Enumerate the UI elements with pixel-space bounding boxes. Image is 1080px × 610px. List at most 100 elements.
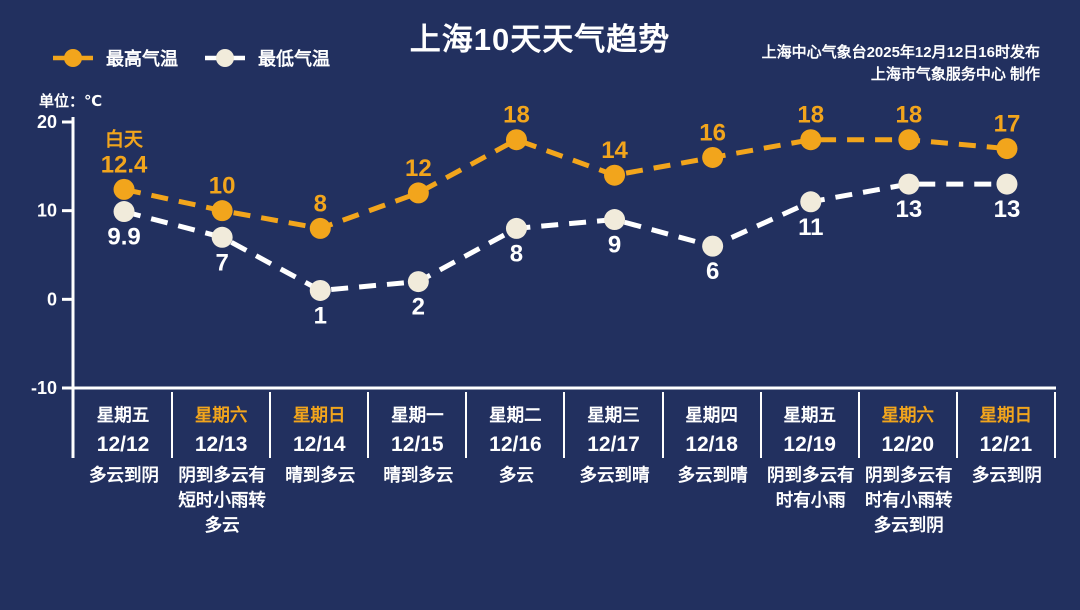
date-label: 12/14 (292, 433, 346, 456)
day-column: 星期三 12/17 多云到晴 (565, 392, 664, 538)
day-columns-row: 星期五 12/12 多云到阴 星期六 12/13 阴到多云有短时小雨转多云 星期日 12/14… (75, 392, 1056, 538)
high-temp-value-label: 18 (503, 102, 530, 129)
legend-item-low-temp: 最低气温 (204, 45, 330, 71)
weekday-label: 星期四 (685, 405, 738, 425)
high-temp-marker-icon (53, 49, 93, 67)
high-temp-point (407, 182, 429, 204)
weather-description: 多云 (498, 465, 534, 485)
high-temp-point (309, 217, 331, 239)
day-column-header: 星期日 12/14 (271, 392, 370, 458)
day-column: 星期六 12/20 阴到多云有时有小雨转多云到阴 (860, 392, 958, 538)
high-temp-point (211, 200, 233, 222)
low-temp-point (407, 271, 429, 293)
date-label: 12/13 (194, 433, 248, 456)
date-label: 12/16 (489, 433, 542, 456)
daytime-annotation: 白天 (105, 127, 144, 150)
weather-description: 多云到晴 (677, 465, 748, 485)
publisher-info: 上海中心气象台2025年12月12日16时发布 上海市气象服务中心 制作 (762, 42, 1040, 86)
high-temp-value-label: 8 (314, 190, 327, 217)
low-temp-point (702, 235, 724, 257)
page-title: 上海10天天气趋势 (409, 22, 671, 57)
date-label: 12/19 (783, 433, 836, 456)
y-axis-tick-label: 0 (47, 289, 57, 309)
high-temp-value-label: 18 (797, 102, 824, 129)
high-temp-value-label: 14 (601, 137, 628, 164)
day-column: 星期二 12/16 多云 (467, 392, 566, 538)
weather-description: 阴到多云有时有小雨转多云到阴 (865, 465, 953, 535)
low-temp-marker-icon (205, 49, 245, 67)
weather-description: 晴到多云 (285, 465, 356, 485)
low-temp-value-label: 1 (314, 302, 327, 329)
publisher-line-2: 上海市气象服务中心 制作 (870, 66, 1040, 83)
day-column: 星期六 12/13 阴到多云有短时小雨转多云 (173, 392, 272, 538)
low-temp-point (800, 191, 822, 213)
low-temp-value-label: 7 (215, 249, 228, 276)
weather-description: 多云到晴 (579, 465, 650, 485)
low-temp-value-label: 11 (798, 214, 823, 241)
date-label: 12/15 (391, 433, 444, 456)
day-column-header: 星期四 12/18 (664, 392, 762, 458)
date-label: 12/21 (979, 433, 1033, 456)
high-temp-point (604, 164, 626, 186)
unit-label: 单位：℃ (39, 93, 103, 110)
low-temp-value-label: 8 (510, 240, 523, 267)
low-temp-point (898, 173, 920, 195)
weekday-label: 星期五 (783, 405, 836, 425)
weekday-label: 星期日 (979, 405, 1033, 425)
day-column-header: 星期二 12/16 (467, 392, 566, 458)
weekday-label: 星期六 (194, 405, 248, 425)
low-temp-point (113, 201, 135, 223)
date-label: 12/12 (96, 433, 150, 456)
day-column: 星期四 12/18 多云到晴 (664, 392, 762, 538)
legend-label-high-temp: 最高气温 (106, 49, 178, 69)
low-temp-point (996, 173, 1018, 195)
high-temp-value-label: 16 (699, 119, 726, 146)
legend: 最高气温 最低气温 (52, 45, 330, 71)
weather-description: 晴到多云 (383, 465, 454, 485)
publisher-line-1: 上海中心气象台2025年12月12日16时发布 (761, 44, 1040, 61)
low-temp-value-label: 9 (608, 232, 621, 259)
day-column-header: 星期日 12/21 (958, 392, 1056, 458)
high-temp-point (800, 129, 822, 151)
high-temp-value-label: 12 (405, 155, 432, 182)
weekday-label: 星期五 (96, 405, 150, 425)
weekday-label: 星期二 (489, 405, 542, 425)
high-temp-point (505, 129, 527, 151)
day-column: 星期五 12/12 多云到阴 (75, 392, 174, 538)
weekday-label: 星期一 (391, 405, 444, 425)
date-label: 12/17 (587, 433, 640, 456)
low-temp-value-label: 2 (412, 294, 425, 321)
high-temp-value-label: 10 (209, 173, 236, 200)
low-temp-point (505, 217, 527, 239)
high-temp-value-label: 12.4 (101, 151, 148, 178)
weather-description: 多云到阴 (89, 465, 160, 485)
y-axis-tick-label: 20 (37, 112, 57, 132)
low-temp-value-label: 13 (994, 196, 1021, 223)
high-temp-point (996, 138, 1018, 160)
high-temp-value-label: 18 (895, 102, 922, 129)
high-temp-value-label: 17 (994, 111, 1021, 138)
high-temp-line (123, 137, 1008, 231)
high-temp-point (898, 129, 920, 151)
low-temp-line (123, 181, 1007, 294)
weather-description: 阴到多云有短时小雨转多云 (178, 465, 266, 535)
day-column-header: 星期六 12/13 (173, 392, 272, 458)
weekday-label: 星期三 (587, 405, 640, 425)
low-temp-value-label: 9.9 (107, 224, 140, 251)
legend-item-high-temp: 最高气温 (52, 45, 178, 71)
day-column: 星期日 12/14 晴到多云 (271, 392, 370, 538)
legend-label-low-temp: 最低气温 (258, 49, 330, 69)
day-column-header: 星期三 12/17 (565, 392, 664, 458)
date-label: 12/20 (881, 433, 935, 456)
high-temp-point (702, 146, 724, 168)
y-axis-tick-label: -10 (31, 378, 57, 398)
day-column: 星期日 12/21 多云到阴 (958, 392, 1056, 538)
weekday-label: 星期日 (292, 405, 346, 425)
day-column-header: 星期一 12/15 (369, 392, 468, 458)
day-column-header: 星期五 12/19 (762, 392, 860, 458)
day-column: 星期五 12/19 阴到多云有时有小雨 (762, 392, 860, 538)
day-column: 星期一 12/15 晴到多云 (369, 392, 468, 538)
low-temp-point (604, 209, 626, 231)
low-temp-value-label: 6 (706, 258, 719, 285)
